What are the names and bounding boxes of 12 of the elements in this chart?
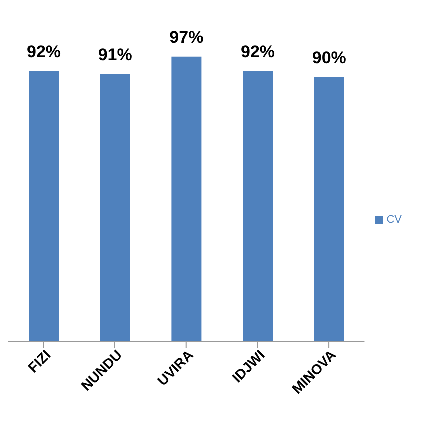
- x-tick-label: FIZI: [24, 346, 54, 376]
- legend-label: CV: [386, 214, 402, 226]
- bar: [243, 72, 274, 342]
- bar: [314, 77, 344, 342]
- bar: [100, 74, 130, 342]
- bar: [29, 72, 59, 342]
- data-label: 91%: [98, 45, 132, 64]
- data-label: 92%: [26, 42, 62, 62]
- bar: [172, 56, 202, 342]
- data-label: 97%: [170, 28, 204, 47]
- data-label: 92%: [241, 42, 276, 62]
- data-label: 90%: [312, 48, 346, 68]
